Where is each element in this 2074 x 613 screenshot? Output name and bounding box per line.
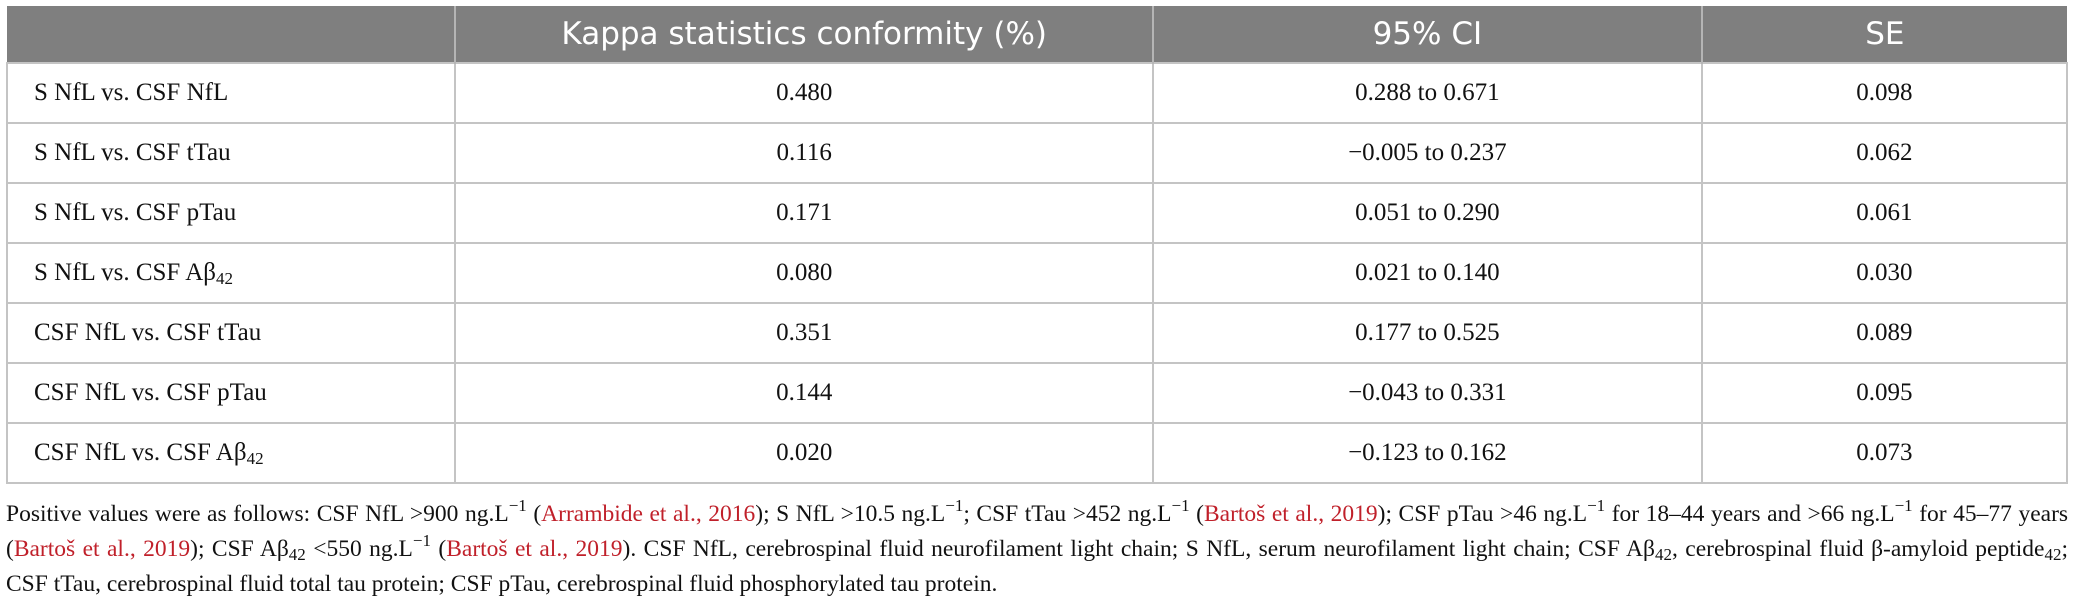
cell-ci: −0.123 to 0.162 — [1152, 422, 1703, 484]
cell-kappa: 0.480 — [454, 62, 1155, 124]
kappa-table: Kappa statistics conformity (%) 95% CI S… — [5, 6, 2069, 484]
table-row: CSF NfL vs. CSF Aβ42 0.020 −0.123 to 0.1… — [5, 422, 2069, 484]
table-header-row: Kappa statistics conformity (%) 95% CI S… — [7, 6, 2067, 63]
table-row: S NfL vs. CSF tTau 0.116 −0.005 to 0.237… — [5, 122, 2069, 184]
cell-se: 0.073 — [1700, 422, 2069, 484]
table-row: S NfL vs. CSF NfL 0.480 0.288 to 0.671 0… — [5, 62, 2069, 124]
cell-kappa: 0.080 — [454, 242, 1155, 304]
cell-comparison: CSF NfL vs. CSF pTau — [5, 362, 457, 424]
cell-se: 0.030 — [1700, 242, 2069, 304]
header-se: SE — [1701, 6, 2067, 63]
reference-link-bartos[interactable]: Bartoš et al., 2019 — [13, 536, 191, 562]
table-row: CSF NfL vs. CSF tTau 0.351 0.177 to 0.52… — [5, 302, 2069, 364]
cell-comparison: CSF NfL vs. CSF Aβ42 — [5, 422, 457, 484]
data-table-container: Kappa statistics conformity (%) 95% CI S… — [5, 6, 2069, 484]
cell-ci: −0.043 to 0.331 — [1152, 362, 1703, 424]
cell-comparison: S NfL vs. CSF NfL — [5, 62, 457, 124]
cell-comparison: S NfL vs. CSF pTau — [5, 182, 457, 244]
table-row: CSF NfL vs. CSF pTau 0.144 −0.043 to 0.3… — [5, 362, 2069, 424]
table-footnote: Positive values were as follows: CSF NfL… — [6, 496, 2069, 597]
cell-ci: 0.051 to 0.290 — [1152, 182, 1703, 244]
reference-link-arrambide[interactable]: Arrambide et al., 2016 — [541, 501, 756, 527]
cell-ci: 0.021 to 0.140 — [1152, 242, 1703, 304]
cell-kappa: 0.171 — [454, 182, 1155, 244]
cell-se: 0.089 — [1700, 302, 2069, 364]
table-row: S NfL vs. CSF Aβ42 0.080 0.021 to 0.140 … — [5, 242, 2069, 304]
header-ci: 95% CI — [1153, 6, 1703, 63]
cell-se: 0.062 — [1700, 122, 2069, 184]
cell-kappa: 0.144 — [454, 362, 1155, 424]
reference-link-bartos[interactable]: Bartoš et al., 2019 — [1203, 501, 1378, 527]
cell-se: 0.098 — [1700, 62, 2069, 124]
cell-ci: −0.005 to 0.237 — [1152, 122, 1703, 184]
table-row: S NfL vs. CSF pTau 0.171 0.051 to 0.290 … — [5, 182, 2069, 244]
cell-se: 0.061 — [1700, 182, 2069, 244]
header-comparison — [7, 6, 457, 63]
cell-comparison: S NfL vs. CSF tTau — [5, 122, 457, 184]
cell-comparison: CSF NfL vs. CSF tTau — [5, 302, 457, 364]
cell-ci: 0.288 to 0.671 — [1152, 62, 1703, 124]
cell-comparison: S NfL vs. CSF Aβ42 — [5, 242, 457, 304]
cell-kappa: 0.351 — [454, 302, 1155, 364]
cell-kappa: 0.020 — [454, 422, 1155, 484]
cell-kappa: 0.116 — [454, 122, 1155, 184]
cell-ci: 0.177 to 0.525 — [1152, 302, 1703, 364]
reference-link-bartos[interactable]: Bartoš et al., 2019 — [446, 536, 623, 562]
cell-se: 0.095 — [1700, 362, 2069, 424]
header-kappa: Kappa statistics conformity (%) — [455, 6, 1155, 63]
